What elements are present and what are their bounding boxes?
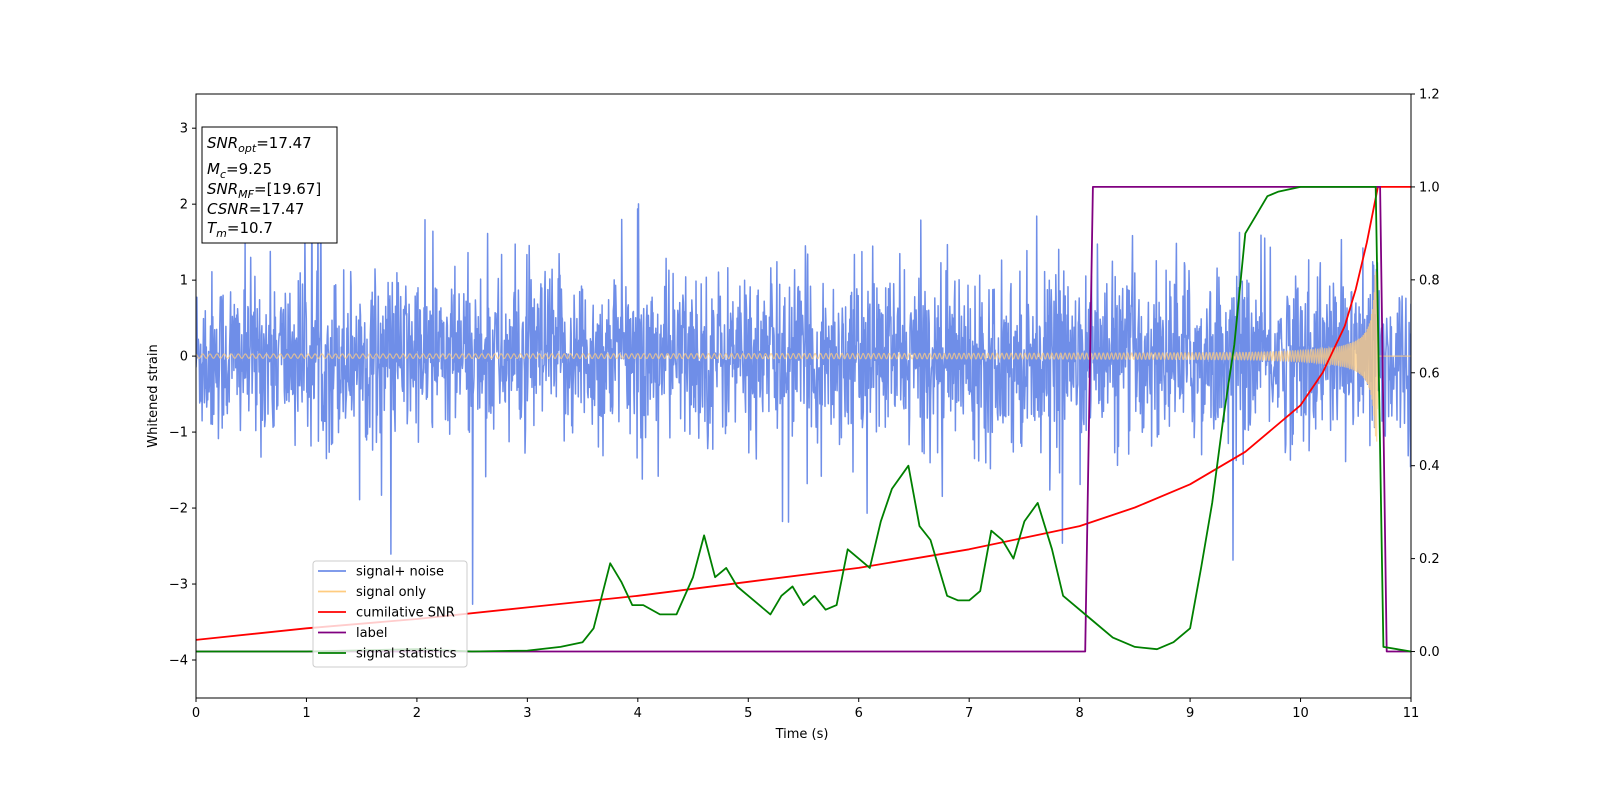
legend-label: cumilative SNR [356,606,455,621]
legend-label: signal only [356,585,426,600]
info-snr-opt-value: =17.47 [256,134,312,152]
info-snr-mf-value: =[19.67] [254,180,321,198]
legend-entry: signal+ noise [318,565,444,580]
legend: signal+ noise signal only cumilative SNR la… [312,560,468,668]
left-y-tick-label: −1 [169,426,188,441]
left-y-tick-label: 2 [180,198,188,213]
right-y-tick-label: 0.0 [1419,645,1440,660]
right-y-tick-label: 1.2 [1419,88,1440,103]
info-csnr-value: =17.47 [249,200,305,218]
right-y-tick-label: 0.2 [1419,552,1440,567]
left-y-tick-label: −4 [169,654,188,669]
legend-label: label [356,626,387,641]
info-box-frame [201,126,338,244]
right-y-tick-label: 0.8 [1419,273,1440,288]
info-snr-mf: SNRMF=[19.67] [207,180,321,201]
legend-frame [312,560,468,668]
info-snr-opt-var: SNR [207,134,238,152]
legend-label: signal+ noise [356,565,444,580]
x-tick-label: 8 [1075,706,1083,721]
cumilative-snr-line [196,185,1411,641]
info-mc-sub: c [220,168,226,181]
info-csnr: CSNR=17.47 [207,200,304,218]
info-tm: Tm=10.7 [207,219,273,240]
label-line [196,185,1411,653]
legend-entry: signal only [318,585,426,600]
signal-noise-series [196,169,1411,605]
info-box: SNRopt=17.47 Mc=9.25 SNRMF=[19.67] CSNR=… [201,126,338,244]
left-y-axis-label: Whitened strain [146,344,161,447]
x-tick-label: 11 [1403,706,1420,721]
left-y-tick-label: 0 [180,350,188,365]
left-y-axis-ticks: 3 2 1 0 −1 −2 −3 −4 [169,122,196,669]
x-tick-label: 5 [744,706,752,721]
x-tick-label: 9 [1186,706,1194,721]
legend-entry: label [318,626,387,641]
x-axis-label: Time (s) [775,727,829,742]
signal-noise-line [196,169,1411,605]
info-tm-sub: m [216,227,227,240]
info-snr-opt: SNRopt=17.47 [207,134,312,155]
x-tick-label: 2 [413,706,421,721]
legend-label: signal statistics [356,647,457,662]
info-mc-var: M [207,160,220,178]
x-tick-label: 6 [855,706,863,721]
signal-statistics-line [196,185,1411,653]
left-y-tick-label: 1 [180,274,188,289]
right-y-axis-ticks: 1.2 1.0 0.8 0.6 0.4 0.2 0.0 [1411,88,1440,660]
legend-entry: cumilative SNR [318,606,455,621]
info-csnr-var: CSNR [207,200,249,218]
x-tick-label: 0 [192,706,200,721]
right-axis-series [196,185,1411,653]
left-y-tick-label: −3 [169,578,188,593]
info-snr-opt-sub: opt [238,142,257,155]
left-y-tick-label: 3 [180,122,188,137]
right-y-tick-label: 0.6 [1419,366,1440,381]
left-y-tick-label: −2 [169,502,188,517]
info-tm-var: T [207,219,218,237]
x-tick-label: 3 [523,706,531,721]
info-tm-value: =10.7 [227,219,273,237]
plot-frame [195,93,1412,699]
info-mc-value: =9.25 [226,160,272,178]
info-snr-mf-sub: MF [238,188,254,201]
signal-only-series [196,268,1411,442]
x-tick-label: 10 [1292,706,1309,721]
right-y-tick-label: 1.0 [1419,180,1440,195]
signal-only-line [196,268,1411,442]
info-snr-mf-var: SNR [207,180,238,198]
x-tick-label: 4 [634,706,642,721]
right-y-tick-label: 0.4 [1419,459,1440,474]
x-tick-label: 1 [302,706,310,721]
info-mc: Mc=9.25 [207,160,272,181]
legend-entry: signal statistics [318,647,457,662]
x-axis-ticks: 0 1 2 3 4 5 6 7 8 9 10 11 [192,698,1419,721]
x-tick-label: 7 [965,706,973,721]
